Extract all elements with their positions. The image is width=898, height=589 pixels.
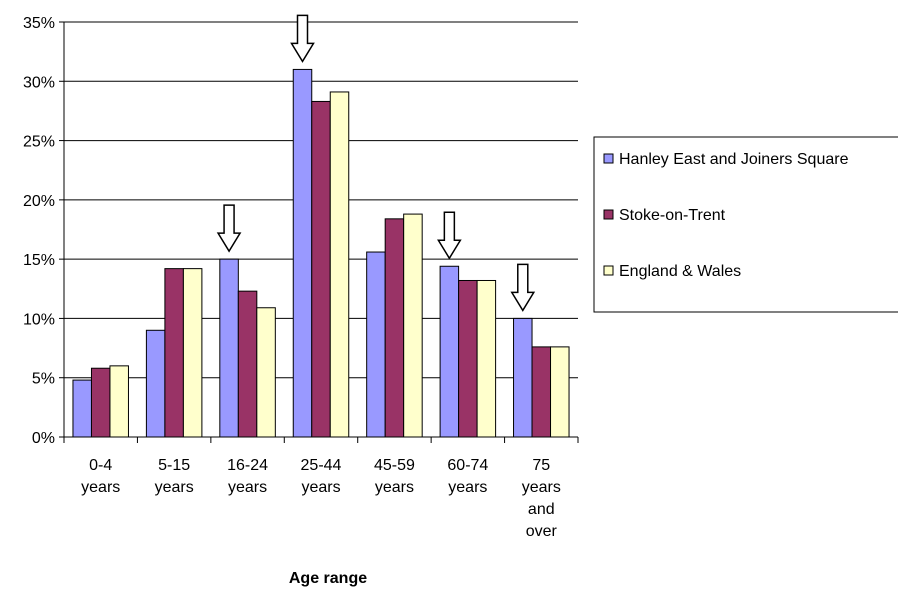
y-tick-label: 10% [23,311,55,328]
bar [531,346,552,438]
bar [164,268,184,438]
bars [72,68,570,438]
down-arrow-icon [510,263,536,312]
x-category-label: 60-74 years [447,457,488,496]
down-arrow-icon [216,204,242,253]
x-category-label: 0-4 years [81,457,120,496]
bar [182,268,203,438]
y-tick-label: 5% [32,371,55,388]
x-axis-title: Age range [289,570,367,587]
x-category-label: 75 years and over [522,457,561,540]
bar [219,258,239,438]
bar [384,218,405,438]
bar [458,279,478,438]
legend-swatch [603,265,614,276]
bar [329,91,350,438]
legend-label: Hanley East and Joiners Square [619,151,849,168]
legend-box [593,136,898,313]
bar [145,329,166,438]
bar [513,317,533,438]
bar [476,279,497,438]
x-category-labels: 0-4 years 5-15 years 16-24 years 25-44 years 45-… [81,457,561,540]
legend: Hanley East and Joiners Square Stoke-on-T… [593,136,898,313]
down-arrow-icon [290,14,315,63]
bar [550,346,570,438]
x-category-label: 5-15 years [155,457,194,496]
y-tick-label: 35% [23,15,55,32]
y-tick-label: 15% [23,252,55,269]
bar [366,251,386,438]
x-category-label: 45-59 years [374,457,415,496]
bar [237,290,258,438]
bar [90,367,111,438]
annotation-arrows [216,14,536,312]
bar [256,307,276,438]
y-tick-label: 0% [32,430,55,447]
down-arrow-icon [437,211,462,260]
bar [403,213,423,438]
y-tick-labels: 0% 5% 10% 15% 20% 25% 30% 35% [23,15,55,447]
axes [59,21,579,443]
y-tick-label: 30% [23,74,55,91]
legend-label: Stoke-on-Trent [619,207,726,224]
y-tick-label: 20% [23,193,55,210]
x-category-label: 25-44 years [301,457,342,496]
bar [311,100,331,438]
y-tick-label: 25% [23,134,55,151]
bar [439,265,460,438]
legend-label: England & Wales [619,263,741,280]
x-category-label: 16-24 years [227,457,268,496]
legend-swatch [603,209,614,220]
legend-swatch [603,153,614,164]
bar [109,365,129,438]
bar [292,68,313,438]
bar [72,379,92,438]
